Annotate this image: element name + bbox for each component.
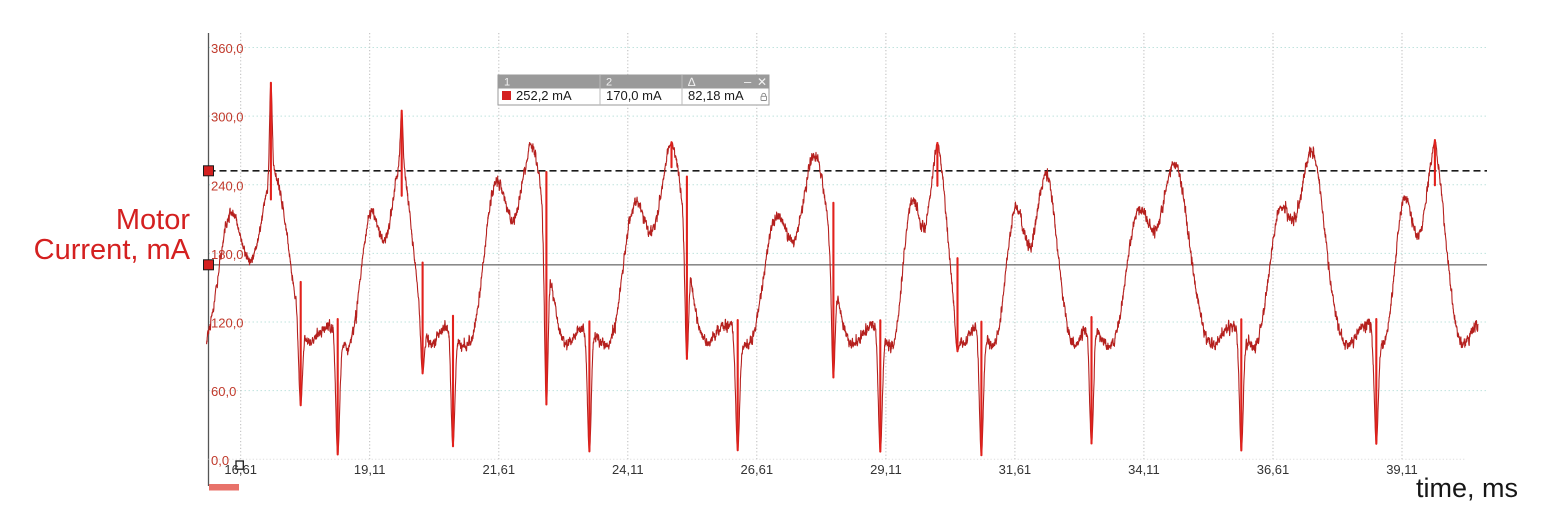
svg-text:300,0: 300,0 [211, 110, 244, 125]
svg-text:29,11: 29,11 [870, 462, 902, 477]
svg-text:120,0: 120,0 [211, 316, 244, 331]
svg-text:Current, mA: Current, mA [34, 234, 191, 266]
svg-text:21,61: 21,61 [483, 462, 516, 477]
svg-text:36,61: 36,61 [1257, 462, 1290, 477]
svg-text:–: – [744, 74, 752, 89]
svg-text:✕: ✕ [757, 75, 767, 89]
svg-text:time, ms: time, ms [1416, 473, 1518, 503]
svg-text:1: 1 [504, 77, 510, 89]
svg-text:∆: ∆ [688, 75, 696, 89]
svg-text:360,0: 360,0 [211, 41, 244, 56]
svg-text:19,11: 19,11 [354, 462, 386, 477]
svg-text:16,61: 16,61 [224, 462, 257, 477]
svg-text:34,11: 34,11 [1128, 462, 1160, 477]
svg-text:24,11: 24,11 [612, 462, 644, 477]
svg-text:82,18 mA: 82,18 mA [688, 88, 744, 103]
svg-text:252,2 mA: 252,2 mA [516, 88, 572, 103]
svg-text:2: 2 [606, 77, 612, 89]
svg-text:Motor: Motor [116, 204, 190, 236]
svg-text:60,0: 60,0 [211, 384, 236, 399]
svg-text:26,61: 26,61 [741, 462, 774, 477]
svg-text:170,0 mA: 170,0 mA [606, 88, 662, 103]
svg-text:39,11: 39,11 [1386, 462, 1418, 477]
svg-text:180,0: 180,0 [211, 247, 244, 262]
svg-text:240,0: 240,0 [211, 178, 244, 193]
svg-text:31,61: 31,61 [999, 462, 1032, 477]
